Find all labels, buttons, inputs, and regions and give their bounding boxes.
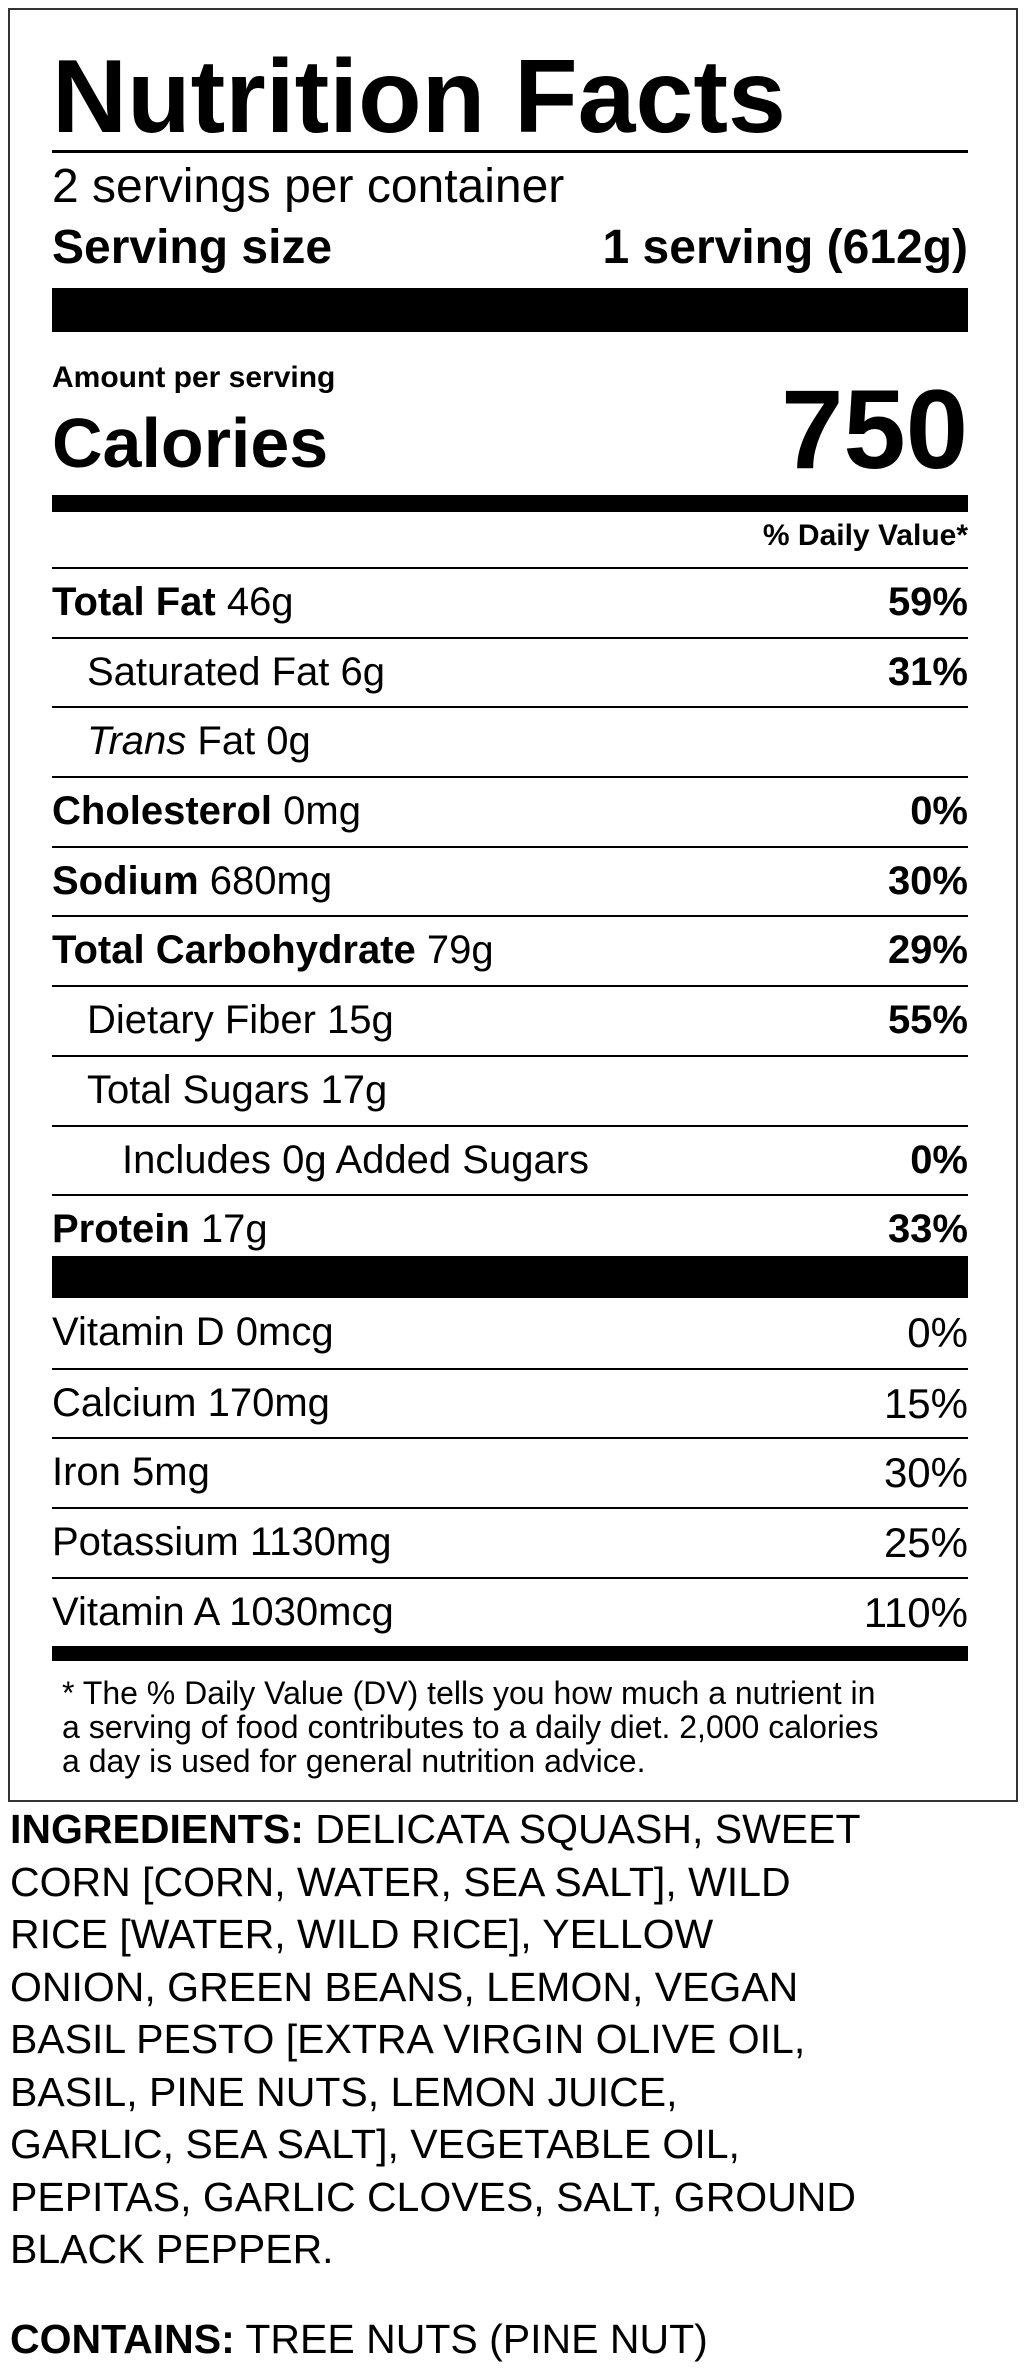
vitamin-name: Vitamin D 0mcg — [52, 1310, 334, 1354]
nutrient-row-dietary-fiber: Dietary Fiber 15g 55% — [52, 985, 968, 1055]
nutrient-row-total-fat: Total Fat 46g 59% — [52, 567, 968, 637]
footnote-line: a day is used for general nutrition advi… — [62, 1743, 646, 1779]
vitamin-row: Iron 5mg 30% — [52, 1437, 968, 1507]
nutrient-dv: 55% — [887, 998, 968, 1043]
nutrient-amount: 79g — [415, 928, 494, 973]
nutrient-amount: 0mg — [272, 789, 361, 834]
ingredients-line: GARLIC, SEA SALT], VEGETABLE OIL, — [10, 2121, 740, 2167]
vitamin-name: Vitamin A 1030mcg — [52, 1589, 394, 1634]
vitamin-list: Vitamin D 0mcg 0% Calcium 170mg 15% Iron 5… — [52, 1298, 968, 1646]
ingredients-line: DELICATA SQUASH, SWEET — [303, 1806, 861, 1852]
vitamin-name: Potassium 1130mg — [52, 1520, 392, 1565]
vitamin-row: Vitamin A 1030mcg 110% — [52, 1576, 968, 1647]
nutrient-amount: 46g — [215, 580, 294, 624]
daily-value-footnote: * The % Daily Value (DV) tells you how m… — [62, 1676, 962, 1778]
nutrient-list: Total Fat 46g 59% Saturated Fat 6g 31% Tra… — [52, 567, 968, 1264]
nutrient-name: Trans — [87, 719, 187, 764]
footnote-line: * The % Daily Value (DV) tells you how m… — [62, 1675, 876, 1711]
nutrient-name: Includes 0g Added Sugars — [122, 1137, 590, 1182]
nutrient-name: Total Fat — [52, 580, 216, 624]
ingredients-line: BLACK PEPPER. — [10, 2226, 334, 2272]
nutrient-dv: 0% — [910, 789, 968, 834]
nutrient-dv: 0% — [910, 1137, 968, 1182]
servings-per-container: 2 servings per container — [52, 160, 565, 213]
ingredients-line: PEPITAS, GARLIC CLOVES, SALT, GROUND — [10, 2173, 857, 2220]
vitamin-dv: 30% — [883, 1449, 968, 1497]
nutrient-row-cholesterol: Cholesterol 0mg 0% — [52, 776, 968, 846]
nutrient-row-added-sugars: Includes 0g Added Sugars 0% — [52, 1124, 968, 1195]
ingredients-section: INGREDIENTS: DELICATA SQUASH, SWEET CORN… — [10, 1803, 861, 2276]
contains-value: TREE NUTS (PINE NUT) — [234, 2316, 708, 2362]
nutrient-amount: 680mg — [198, 858, 333, 903]
ingredients-line: BASIL PESTO [EXTRA VIRGIN OLIVE OIL, — [10, 2016, 806, 2062]
vitamin-dv: 25% — [883, 1519, 968, 1567]
medium-divider — [52, 1646, 968, 1661]
thick-divider — [52, 1256, 968, 1298]
nutrient-amount: 17g — [189, 1207, 268, 1252]
medium-divider — [52, 495, 968, 512]
allergen-statement: CONTAINS: TREE NUTS (PINE NUT) — [10, 2313, 708, 2366]
nutrient-name: Saturated Fat 6g — [87, 649, 385, 694]
vitamin-dv: 110% — [863, 1588, 968, 1636]
vitamin-dv: 0% — [907, 1309, 968, 1356]
amount-per-serving: Amount per serving — [52, 361, 336, 394]
nutrient-row-total-carbohydrate: Total Carbohydrate 79g 29% — [52, 915, 968, 985]
vitamin-name: Calcium 170mg — [52, 1380, 330, 1425]
calories-label: Calories — [52, 404, 329, 482]
calories-value: 750 — [781, 367, 968, 492]
ingredients-line: RICE [WATER, WILD RICE], YELLOW — [10, 1911, 714, 1957]
vitamin-row: Vitamin D 0mcg 0% — [52, 1298, 968, 1368]
nutrient-amount: Fat 0g — [186, 719, 311, 764]
serving-size-value: 1 serving (612g) — [602, 221, 968, 274]
nutrient-name: Total Carbohydrate — [52, 928, 416, 973]
nutrient-row-saturated-fat: Saturated Fat 6g 31% — [52, 636, 968, 707]
nutrient-row-sodium: Sodium 680mg 30% — [52, 845, 968, 916]
footnote-line: a serving of food contributes to a daily… — [62, 1709, 879, 1745]
ingredients-label: INGREDIENTS: — [10, 1806, 304, 1852]
daily-value-header: % Daily Value* — [762, 519, 968, 552]
vitamin-dv: 15% — [883, 1379, 968, 1427]
contains-label: CONTAINS: — [10, 2316, 235, 2362]
thick-divider — [52, 288, 968, 332]
nutrition-facts-panel — [8, 8, 1018, 1802]
nutrient-name: Cholesterol — [52, 789, 273, 834]
nutrient-name: Sodium — [52, 858, 199, 903]
vitamin-name: Iron 5mg — [52, 1450, 210, 1495]
ingredients-line: ONION, GREEN BEANS, LEMON, VEGAN — [10, 1963, 799, 2010]
nutrient-row-total-sugars: Total Sugars 17g — [52, 1054, 968, 1125]
nutrient-dv: 59% — [887, 580, 968, 624]
nutrient-name: Dietary Fiber 15g — [87, 998, 394, 1043]
ingredients-line: BASIL, PINE NUTS, LEMON JUICE, — [10, 2068, 678, 2115]
vitamin-row: Calcium 170mg 15% — [52, 1367, 968, 1438]
nutrient-dv: 29% — [887, 928, 968, 973]
nutrient-row-protein: Protein 17g 33% — [52, 1194, 968, 1264]
title-divider — [52, 150, 968, 153]
serving-size-row: Serving size 1 serving (612g) — [52, 224, 968, 272]
serving-size-label: Serving size — [52, 221, 333, 274]
nutrient-name: Total Sugars 17g — [87, 1067, 388, 1112]
vitamin-row: Potassium 1130mg 25% — [52, 1507, 968, 1577]
panel-title: Nutrition Facts — [52, 39, 786, 155]
nutrient-dv: 33% — [887, 1207, 968, 1252]
ingredients-line: CORN [CORN, WATER, SEA SALT], WILD — [10, 1858, 791, 1905]
nutrient-row-trans-fat: Trans Fat 0g — [52, 706, 968, 776]
nutrient-dv: 31% — [887, 649, 968, 694]
nutrient-name: Protein — [52, 1207, 190, 1252]
nutrient-dv: 30% — [887, 858, 968, 903]
